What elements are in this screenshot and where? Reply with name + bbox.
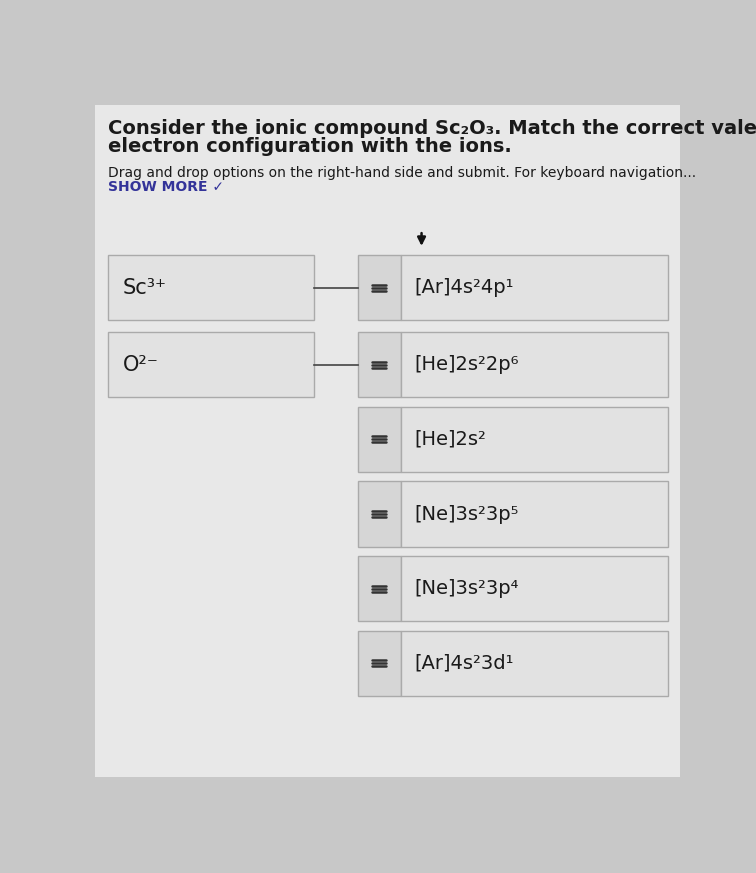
Text: [He]2s²2p⁶: [He]2s²2p⁶ — [414, 355, 519, 375]
Bar — [358, 407, 401, 472]
Text: Drag and drop options on the right-hand side and submit. For keyboard navigation: Drag and drop options on the right-hand … — [108, 167, 696, 181]
Bar — [401, 332, 668, 397]
Bar — [401, 255, 668, 320]
Bar — [108, 332, 314, 397]
Bar — [108, 255, 314, 320]
Text: [Ne]3s²3p⁴: [Ne]3s²3p⁴ — [414, 579, 519, 598]
Bar — [358, 630, 401, 696]
Bar — [358, 481, 401, 546]
Text: O²⁻: O²⁻ — [122, 354, 158, 375]
Bar — [358, 556, 401, 622]
Text: Sc³⁺: Sc³⁺ — [122, 278, 166, 298]
Bar — [401, 556, 668, 622]
Bar — [401, 407, 668, 472]
Bar — [401, 630, 668, 696]
Bar — [401, 481, 668, 546]
Text: [Ar]4s²3d¹: [Ar]4s²3d¹ — [414, 654, 514, 673]
Text: [Ne]3s²3p⁵: [Ne]3s²3p⁵ — [414, 505, 519, 524]
Text: [He]2s²: [He]2s² — [414, 430, 486, 449]
Text: electron configuration with the ions.: electron configuration with the ions. — [108, 137, 513, 156]
Bar — [358, 332, 401, 397]
Bar — [358, 255, 401, 320]
Text: Consider the ionic compound Sc₂O₃. Match the correct valence shell: Consider the ionic compound Sc₂O₃. Match… — [108, 119, 756, 138]
Text: SHOW MORE ✓: SHOW MORE ✓ — [108, 180, 225, 194]
Text: [Ar]4s²4p¹: [Ar]4s²4p¹ — [414, 278, 514, 297]
